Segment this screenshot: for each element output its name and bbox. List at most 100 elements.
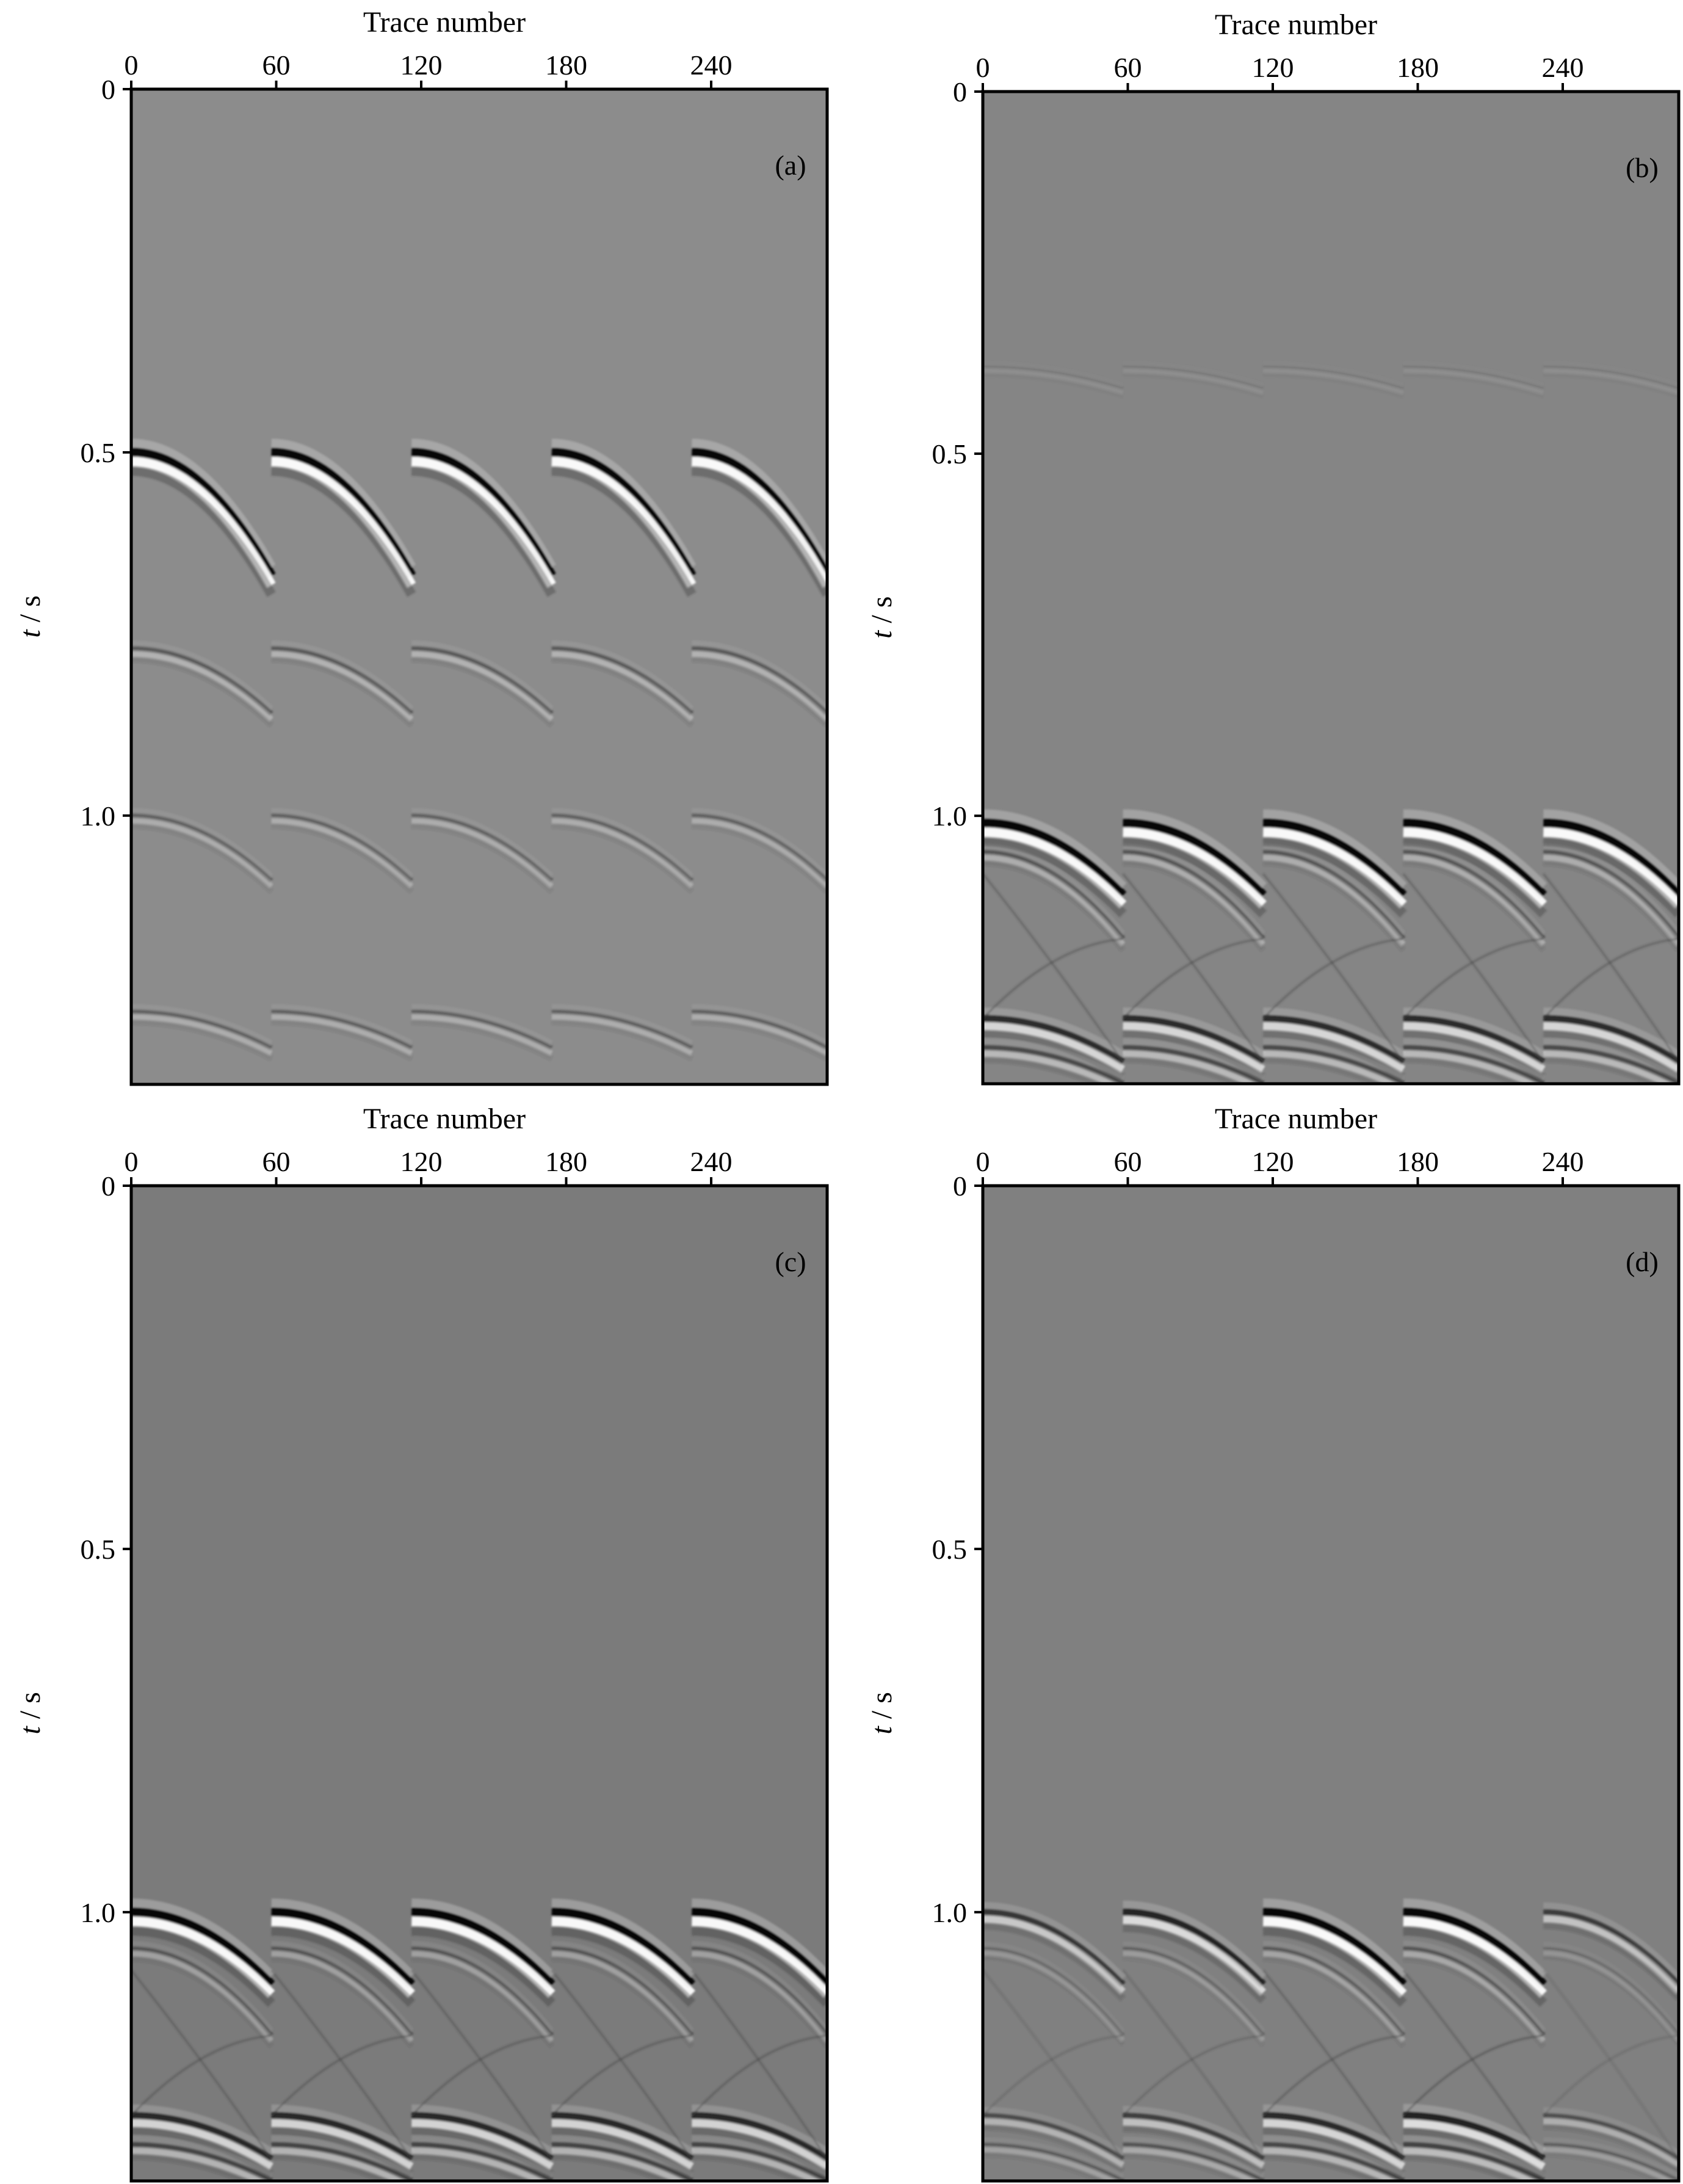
event-3-gather-0-band-0 [983, 2137, 1124, 2179]
event-0-gather-1-band-1 [271, 1907, 415, 1989]
x-tick-label: 60 [1114, 52, 1142, 83]
event-0-gather-0-band-0 [131, 1898, 275, 1980]
x-tick-label: 240 [690, 49, 733, 81]
event-1-gather-1-band-0 [271, 1940, 414, 2033]
y-axis-title-var: t [866, 1725, 898, 1735]
event-2-gather-4-band-0 [692, 808, 827, 879]
event-3-gather-1-band-2 [271, 1014, 413, 1056]
event-3-gather-4-band-2 [692, 2147, 823, 2181]
event-1-gather-0-band-1 [983, 1946, 1125, 2037]
event-2-gather-1-band-2 [271, 818, 414, 888]
event-3-gather-2-band-1 [411, 2141, 554, 2181]
event-2-gather-1-band-2 [1123, 2118, 1265, 2169]
event-4-gather-1-band-1 [1123, 1044, 1265, 1084]
event-1-gather-0-band-0 [983, 1942, 1125, 2033]
event-3-gather-3-band-3 [551, 1019, 693, 1061]
event-2-gather-1-band-0 [271, 808, 414, 879]
event-3-gather-3-band-1 [551, 1009, 693, 1051]
event-1-gather-4-band-2 [692, 1951, 827, 2043]
panel-label: (d) [1626, 1246, 1659, 1277]
event-3-gather-0-band-1 [983, 2142, 1124, 2181]
diffraction-down-gather-1 [270, 1969, 413, 2160]
event-4-gather-4-band-2 [1543, 1050, 1674, 1084]
event-0-gather-1-band-2 [1123, 368, 1264, 395]
event-1-gather-4-band-1 [1543, 1946, 1679, 2037]
event-2-gather-1-band-3 [1123, 860, 1265, 952]
y-axis-title: t / s [866, 597, 898, 639]
event-1-gather-2-band-3 [1263, 1956, 1406, 2048]
event-3-gather-0-band-2 [131, 1014, 273, 1056]
event-2-gather-4-band-3 [1543, 860, 1679, 952]
y-tick-label: 0.5 [81, 1534, 116, 1565]
event-0-gather-0-band-2 [983, 1915, 1126, 1995]
x-axis-title: Trace number [1215, 9, 1377, 41]
event-0-gather-2-band-1 [411, 1907, 556, 1989]
event-3-gather-3-band-3 [551, 2153, 675, 2181]
event-1-gather-2-band-3 [411, 656, 554, 727]
event-2-gather-3-band-2 [1403, 2119, 1546, 2171]
event-2-gather-1-band-2 [271, 2119, 414, 2171]
event-3-gather-1-band-0 [271, 2135, 413, 2179]
event-1-gather-4-band-2 [1543, 1950, 1679, 2042]
event-2-gather-0-band-2 [131, 818, 273, 888]
seismic-events [983, 365, 1679, 1084]
event-2-gather-3-band-1 [551, 2111, 694, 2163]
event-2-gather-2-band-3 [411, 823, 554, 894]
event-1-gather-1-band-1 [271, 1945, 414, 2037]
event-1-gather-2-band-0 [1263, 1940, 1406, 2033]
event-1-gather-0-band-1 [131, 1945, 274, 2037]
y-axis-title-var: t [14, 1725, 46, 1735]
event-2-gather-0-band-1 [131, 2111, 273, 2163]
panel-label: (a) [775, 150, 806, 181]
diffraction-down-gather-4 [1542, 1969, 1679, 2160]
diffraction-up-gather-4 [1542, 937, 1679, 1020]
event-1-gather-2-band-3 [411, 1956, 554, 2048]
event-0-gather-0-band-1 [983, 1908, 1126, 1988]
x-tick-label: 180 [545, 1146, 587, 1177]
event-1-gather-1-band-3 [1123, 836, 1267, 918]
event-1-gather-3-band-0 [1403, 809, 1547, 890]
event-2-gather-0-band-3 [983, 2124, 1125, 2174]
event-0-gather-3-band-1 [1403, 1907, 1547, 1989]
y-tick-label: 1.0 [81, 1897, 116, 1928]
event-0-gather-4-band-2 [692, 1917, 827, 1998]
event-3-gather-1-band-0 [271, 1004, 413, 1046]
y-tick-label: 1.0 [932, 800, 968, 832]
event-4-gather-2-band-3 [1263, 1056, 1386, 1084]
y-axis-title-unit: / s [866, 1692, 898, 1726]
event-2-gather-2-band-0 [411, 2104, 554, 2156]
diffraction-down-gather-0 [983, 1969, 1124, 2160]
y-axis-title: t / s [14, 595, 46, 637]
y-axis-title: t / s [14, 1692, 46, 1734]
event-3-gather-3-band-1 [1403, 2141, 1545, 2181]
event-2-gather-2-band-0 [411, 808, 554, 879]
diffraction-up-gather-3 [1402, 937, 1544, 1020]
diffraction-up-gather-1 [1122, 937, 1264, 1020]
panel-a: Trace number t / s 0 60 120 180 240 0 0.5 1.0 (a… [14, 6, 829, 1086]
event-3-gather-4-band-2 [692, 1014, 827, 1056]
event-3-gather-1-band-1 [271, 1009, 413, 1051]
event-3-gather-2-band-2 [411, 2147, 547, 2181]
event-4-gather-1-band-3 [1123, 1056, 1245, 1084]
event-2-gather-4-band-3 [692, 823, 827, 894]
plot-frame [129, 1184, 829, 2183]
event-3-gather-1-band-0 [1123, 2136, 1265, 2179]
event-2-gather-1-band-3 [271, 823, 414, 894]
event-1-gather-3-band-1 [1403, 818, 1547, 899]
event-2-gather-1-band-3 [1123, 2125, 1265, 2175]
event-2-gather-2-band-3 [1263, 860, 1406, 952]
plot-frame [981, 90, 1681, 1086]
event-2-gather-4-band-1 [1543, 849, 1679, 941]
event-1-gather-3-band-0 [551, 1940, 694, 2033]
event-4-gather-3-band-1 [1403, 1044, 1545, 1084]
event-0-gather-4-band-3 [1543, 1921, 1679, 2001]
event-2-gather-1-band-0 [271, 2104, 414, 2156]
event-0-gather-2-band-0 [1263, 1898, 1407, 1980]
event-2-gather-4-band-2 [692, 2119, 827, 2171]
x-tick-label: 60 [1114, 1146, 1142, 1177]
event-3-gather-2-band-1 [1263, 2141, 1405, 2181]
x-tick-label: 120 [400, 1146, 443, 1177]
event-3-gather-4-band-0 [692, 1004, 827, 1046]
y-tick-label: 0 [953, 76, 967, 107]
event-0-gather-0-band-3 [983, 1922, 1126, 2001]
